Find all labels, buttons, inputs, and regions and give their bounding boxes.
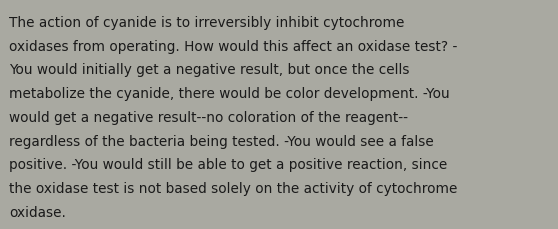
Text: regardless of the bacteria being tested. -You would see a false: regardless of the bacteria being tested.…	[9, 134, 434, 148]
Text: would get a negative result--no coloration of the reagent--: would get a negative result--no colorati…	[9, 110, 408, 124]
Text: oxidases from operating. How would this affect an oxidase test? -: oxidases from operating. How would this …	[9, 40, 458, 54]
Text: the oxidase test is not based solely on the activity of cytochrome: the oxidase test is not based solely on …	[9, 181, 458, 195]
Text: positive. -You would still be able to get a positive reaction, since: positive. -You would still be able to ge…	[9, 158, 447, 172]
Text: oxidase.: oxidase.	[9, 205, 66, 219]
Text: The action of cyanide is to irreversibly inhibit cytochrome: The action of cyanide is to irreversibly…	[9, 16, 405, 30]
Text: metabolize the cyanide, there would be color development. -You: metabolize the cyanide, there would be c…	[9, 87, 450, 101]
Text: You would initially get a negative result, but once the cells: You would initially get a negative resul…	[9, 63, 410, 77]
